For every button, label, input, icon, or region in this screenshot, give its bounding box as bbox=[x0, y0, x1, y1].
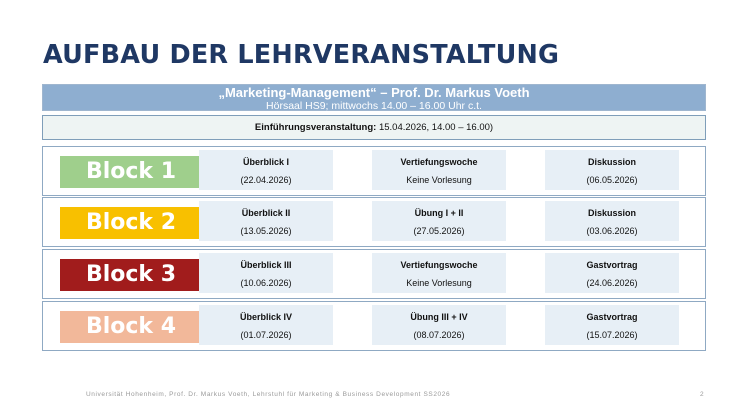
block-row-3: Block 3 Überblick III (10.06.2026) Verti… bbox=[42, 249, 706, 299]
session-date: (27.05.2026) bbox=[413, 226, 465, 236]
session-title: Gastvortrag bbox=[586, 260, 638, 270]
session-title: Diskussion bbox=[587, 157, 636, 167]
block-row-4: Block 4 Überblick IV (01.07.2026) Übung … bbox=[42, 301, 706, 351]
session-date: (13.05.2026) bbox=[240, 226, 292, 236]
session-title: Diskussion bbox=[587, 208, 636, 218]
session-date: (15.07.2026) bbox=[586, 330, 638, 340]
course-location: Hörsaal HS9; mittwochs 14.00 – 16.00 Uhr… bbox=[266, 100, 482, 112]
session-date: (06.05.2026) bbox=[586, 175, 638, 185]
block-4-label: Block 4 bbox=[85, 314, 177, 339]
block-4-session-3: Gastvortrag (15.07.2026) bbox=[545, 305, 679, 345]
block-3-arrow: Block 3 bbox=[60, 259, 222, 291]
page-number: 2 bbox=[700, 391, 704, 398]
session-date: (03.06.2026) bbox=[586, 226, 638, 236]
intro-value: 15.04.2026, 14.00 – 16.00) bbox=[376, 122, 494, 133]
block-1-session-3: Diskussion (06.05.2026) bbox=[545, 150, 679, 190]
block-3-session-2: Vertiefungswoche Keine Vorlesung bbox=[372, 253, 506, 293]
page-title: AUFBAU DER LEHRVERANSTALTUNG bbox=[43, 40, 560, 70]
intro-label: Einführungsveranstaltung: bbox=[254, 122, 377, 133]
session-title: Vertiefungswoche bbox=[400, 260, 478, 270]
session-date: (24.06.2026) bbox=[586, 278, 638, 288]
session-title: Überblick III bbox=[240, 260, 292, 270]
session-date: Keine Vorlesung bbox=[406, 175, 472, 185]
intro-session: Einführungsveranstaltung: 15.04.2026, 14… bbox=[42, 115, 706, 140]
course-title: „Marketing-Management“ – Prof. Dr. Marku… bbox=[218, 85, 530, 100]
session-title: Übung III + IV bbox=[410, 312, 468, 322]
block-1-session-2: Vertiefungswoche Keine Vorlesung bbox=[372, 150, 506, 190]
block-2-label: Block 2 bbox=[85, 210, 177, 235]
block-1-label: Block 1 bbox=[85, 159, 177, 184]
block-2-session-1: Überblick II (13.05.2026) bbox=[199, 201, 333, 241]
session-date: (01.07.2026) bbox=[240, 330, 292, 340]
block-3-session-1: Überblick III (10.06.2026) bbox=[199, 253, 333, 293]
block-2-session-2: Übung I + II (27.05.2026) bbox=[372, 201, 506, 241]
block-2-arrow: Block 2 bbox=[60, 207, 222, 239]
course-banner: „Marketing-Management“ – Prof. Dr. Marku… bbox=[42, 84, 706, 112]
session-title: Gastvortrag bbox=[586, 312, 638, 322]
block-3-session-3: Gastvortrag (24.06.2026) bbox=[545, 253, 679, 293]
block-1-arrow: Block 1 bbox=[60, 156, 222, 188]
block-1-session-1: Überblick I (22.04.2026) bbox=[199, 150, 333, 190]
block-4-arrow: Block 4 bbox=[60, 311, 222, 343]
block-row-1: Block 1 Überblick I (22.04.2026) Vertief… bbox=[42, 146, 706, 196]
block-4-session-2: Übung III + IV (08.07.2026) bbox=[372, 305, 506, 345]
block-4-session-1: Überblick IV (01.07.2026) bbox=[199, 305, 333, 345]
block-row-2: Block 2 Überblick II (13.05.2026) Übung … bbox=[42, 197, 706, 247]
session-title: Überblick IV bbox=[239, 312, 293, 322]
session-title: Vertiefungswoche bbox=[400, 157, 478, 167]
session-title: Überblick I bbox=[242, 157, 289, 167]
session-date: (10.06.2026) bbox=[240, 278, 292, 288]
block-3-label: Block 3 bbox=[85, 262, 177, 287]
session-title: Überblick II bbox=[241, 208, 291, 218]
block-2-session-3: Diskussion (03.06.2026) bbox=[545, 201, 679, 241]
session-title: Übung I + II bbox=[414, 208, 464, 218]
footer-text: Universität Hohenheim, Prof. Dr. Markus … bbox=[86, 391, 451, 398]
session-date: Keine Vorlesung bbox=[406, 278, 472, 288]
session-date: (08.07.2026) bbox=[413, 330, 465, 340]
session-date: (22.04.2026) bbox=[240, 175, 292, 185]
